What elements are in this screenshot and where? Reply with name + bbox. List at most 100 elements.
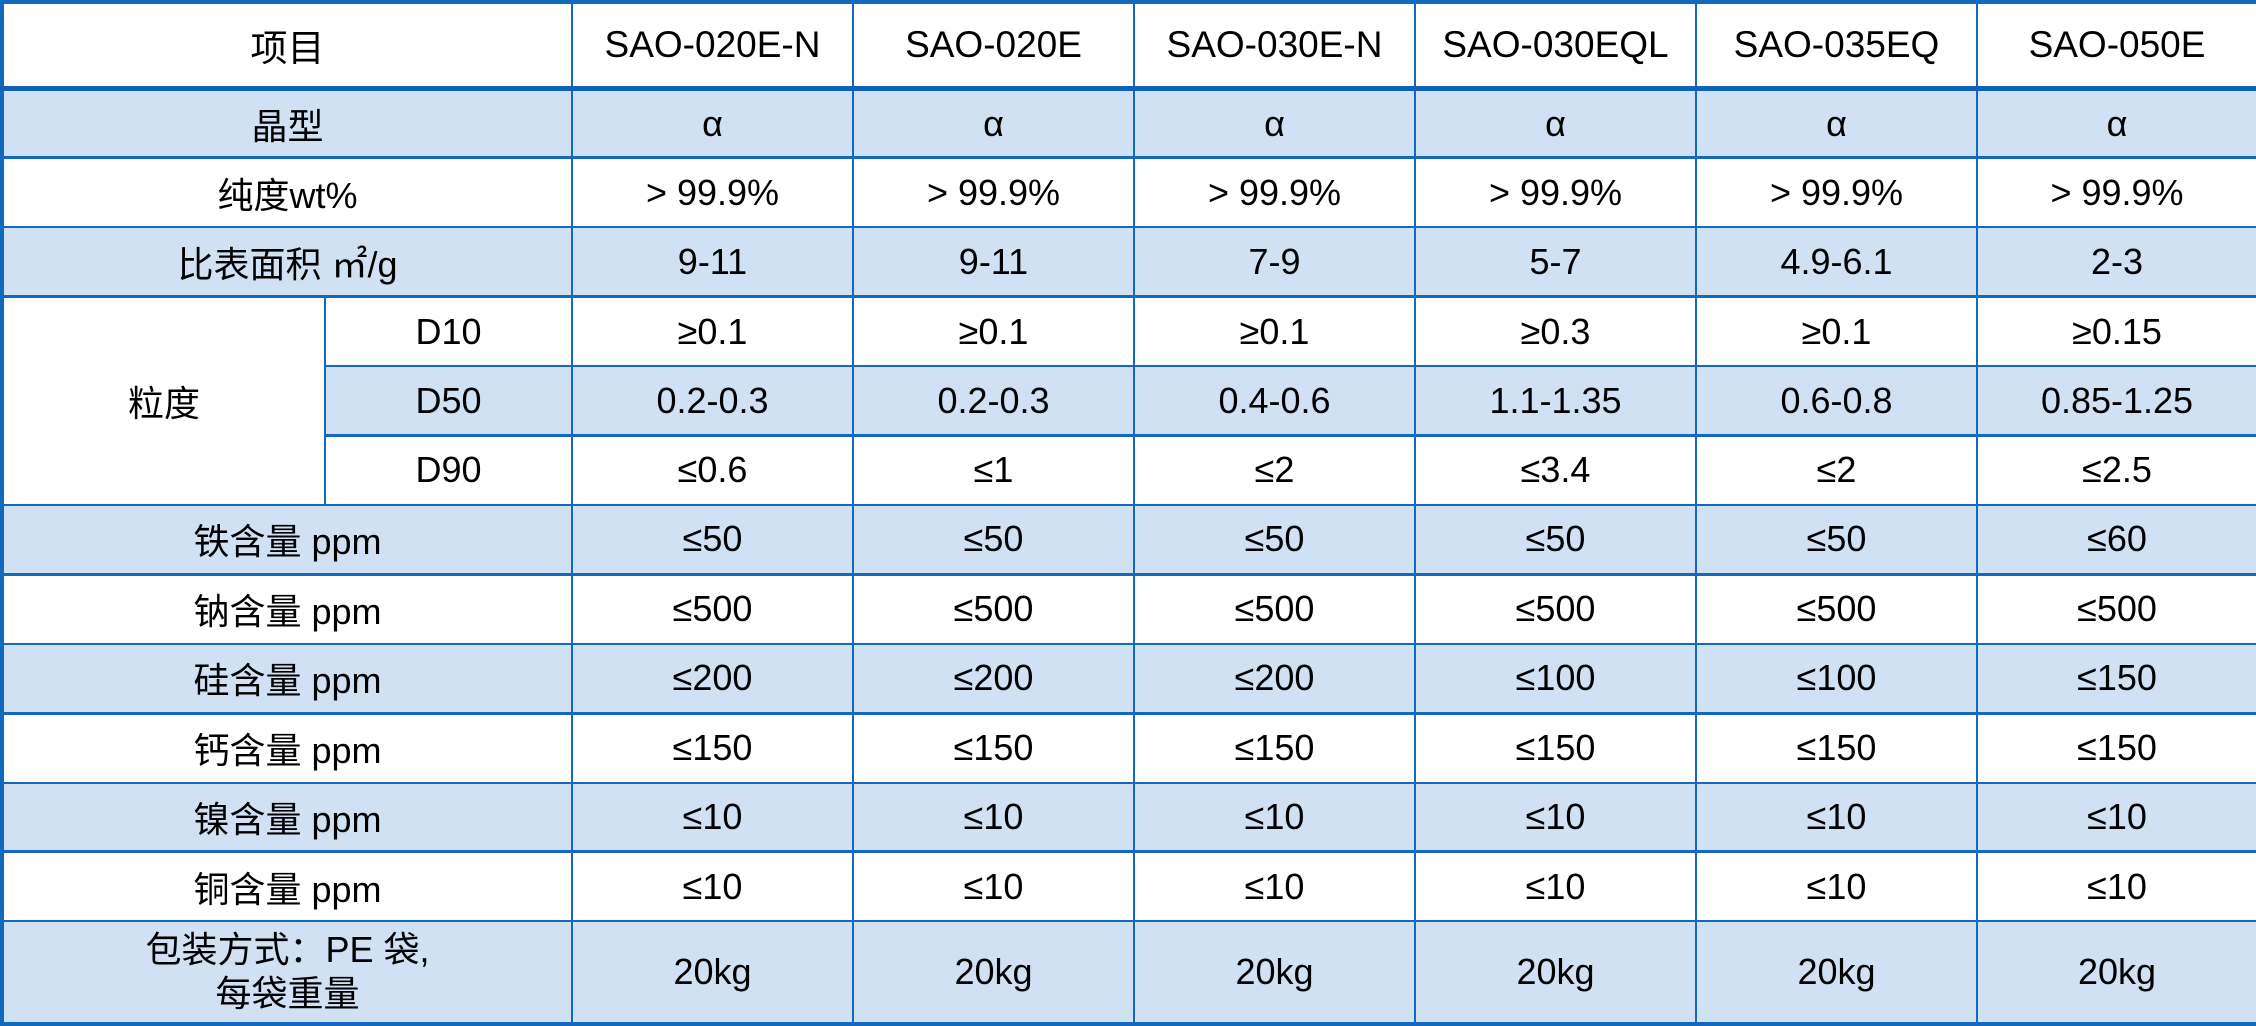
table-header-row: 项目 SAO-020E-N SAO-020E SAO-030E-N SAO-03…	[1, 1, 2256, 91]
value-cell: ≥0.1	[1695, 295, 1978, 368]
packaging-label-line2: 每袋重量	[215, 973, 360, 1015]
table-row-crystal-type: 晶型 α α α α α α	[1, 87, 2256, 160]
value-cell: ≤150	[1414, 712, 1697, 784]
value-cell: ≤1	[852, 434, 1135, 506]
value-cell: 1.1-1.35	[1414, 365, 1697, 438]
value-cell: α	[1695, 87, 1978, 160]
value-cell: ≤10	[1414, 781, 1697, 854]
value-cell: 9-11	[852, 226, 1135, 299]
row-label-cell: 镍含量 ppm	[1, 781, 573, 854]
value-cell: ≤50	[571, 503, 854, 576]
value-cell: ≤500	[1695, 573, 1978, 645]
value-cell: 4.9-6.1	[1695, 226, 1978, 299]
value-cell: ≤10	[1414, 850, 1697, 923]
value-cell: ≤150	[852, 712, 1135, 784]
packaging-label-cell: 包装方式：PE 袋, 每袋重量	[1, 920, 573, 1026]
value-cell: ≤500	[1976, 573, 2256, 645]
value-cell: ≤500	[571, 573, 854, 645]
value-cell: ≤50	[852, 503, 1135, 576]
table-row-particle-d90: D90 ≤0.6 ≤1 ≤2 ≤3.4 ≤2 ≤2.5	[2, 434, 2256, 506]
value-cell: 9-11	[571, 226, 854, 299]
value-cell: ≥0.1	[852, 295, 1135, 368]
value-cell: ≤100	[1695, 642, 1978, 715]
value-cell: ≥0.3	[1414, 295, 1697, 368]
value-cell: > 99.9%	[1695, 156, 1978, 229]
value-cell: ≤50	[1695, 503, 1978, 576]
value-cell: α	[1976, 87, 2256, 160]
product-header-cell: SAO-050E	[1976, 1, 2256, 91]
value-cell: > 99.9%	[1133, 156, 1416, 229]
value-cell: ≤10	[852, 850, 1135, 923]
value-cell: ≤0.6	[571, 434, 854, 506]
sub-row-label-cell: D50	[324, 365, 573, 438]
product-header-cell: SAO-035EQ	[1695, 1, 1978, 91]
value-cell: ≤150	[1695, 712, 1978, 784]
table-row-particle-d10: 粒度 D10 ≥0.1 ≥0.1 ≥0.1 ≥0.3 ≥0.1 ≥0.15	[1, 295, 2256, 506]
value-cell: 20kg	[571, 920, 854, 1026]
particle-size-group-cell: 粒度	[1, 295, 326, 506]
table-row-particle-d50: D50 0.2-0.3 0.2-0.3 0.4-0.6 1.1-1.35 0.6…	[2, 365, 2256, 438]
row-label-cell: 钠含量 ppm	[1, 573, 573, 645]
value-cell: ≤150	[1133, 712, 1416, 784]
value-cell: > 99.9%	[571, 156, 854, 229]
value-cell: 7-9	[1133, 226, 1416, 299]
row-label-cell: 纯度wt%	[1, 156, 573, 229]
row-label-cell: 比表面积 ㎡/g	[1, 226, 573, 299]
value-cell: ≤50	[1414, 503, 1697, 576]
table-row-calcium-content: 钙含量 ppm ≤150 ≤150 ≤150 ≤150 ≤150 ≤150	[1, 712, 2256, 784]
value-cell: ≤200	[571, 642, 854, 715]
value-cell: α	[852, 87, 1135, 160]
row-label-cell: 铁含量 ppm	[1, 503, 573, 576]
value-cell: ≤2	[1695, 434, 1978, 506]
table-row-packaging: 包装方式：PE 袋, 每袋重量 20kg 20kg 20kg 20kg 20kg…	[1, 920, 2256, 1026]
value-cell: > 99.9%	[852, 156, 1135, 229]
value-cell: ≤10	[1133, 850, 1416, 923]
value-cell: ≤10	[571, 781, 854, 854]
value-cell: 0.2-0.3	[571, 365, 854, 438]
row-label-cell: 铜含量 ppm	[1, 850, 573, 923]
value-cell: ≤500	[1133, 573, 1416, 645]
sub-row-label-cell: D10	[324, 295, 573, 368]
value-cell: 20kg	[852, 920, 1135, 1026]
row-label-cell: 晶型	[1, 87, 573, 160]
value-cell: 20kg	[1976, 920, 2256, 1026]
value-cell: 0.4-0.6	[1133, 365, 1416, 438]
value-cell: ≤10	[1133, 781, 1416, 854]
table-row-sodium-content: 钠含量 ppm ≤500 ≤500 ≤500 ≤500 ≤500 ≤500	[1, 573, 2256, 645]
product-header-cell: SAO-020E-N	[571, 1, 854, 91]
value-cell: ≤3.4	[1414, 434, 1697, 506]
sub-row-label-cell: D90	[324, 434, 573, 506]
product-header-cell: SAO-020E	[852, 1, 1135, 91]
value-cell: α	[1133, 87, 1416, 160]
value-cell: ≤500	[1414, 573, 1697, 645]
table-row-nickel-content: 镍含量 ppm ≤10 ≤10 ≤10 ≤10 ≤10 ≤10	[1, 781, 2256, 854]
table-row-iron-content: 铁含量 ppm ≤50 ≤50 ≤50 ≤50 ≤50 ≤60	[1, 503, 2256, 576]
table-row-purity: 纯度wt% > 99.9% > 99.9% > 99.9% > 99.9% > …	[1, 156, 2256, 229]
row-label-cell: 钙含量 ppm	[1, 712, 573, 784]
table-row-copper-content: 铜含量 ppm ≤10 ≤10 ≤10 ≤10 ≤10 ≤10	[1, 850, 2256, 923]
value-cell: ≥0.15	[1976, 295, 2256, 368]
value-cell: ≤100	[1414, 642, 1697, 715]
value-cell: ≤10	[1695, 850, 1978, 923]
value-cell: > 99.9%	[1976, 156, 2256, 229]
value-cell: α	[571, 87, 854, 160]
product-header-cell: SAO-030EQL	[1414, 1, 1697, 91]
corner-header-cell: 项目	[1, 1, 573, 91]
value-cell: 2-3	[1976, 226, 2256, 299]
value-cell: 0.2-0.3	[852, 365, 1135, 438]
value-cell: > 99.9%	[1414, 156, 1697, 229]
value-cell: 0.85-1.25	[1976, 365, 2256, 438]
value-cell: ≤150	[1976, 712, 2256, 784]
value-cell: ≤2	[1133, 434, 1416, 506]
value-cell: ≤10	[1695, 781, 1978, 854]
packaging-label-line1: 包装方式：PE 袋,	[145, 929, 430, 971]
table-row-surface-area: 比表面积 ㎡/g 9-11 9-11 7-9 5-7 4.9-6.1 2-3	[1, 226, 2256, 299]
value-cell: 0.6-0.8	[1695, 365, 1978, 438]
value-cell: ≤150	[571, 712, 854, 784]
value-cell: ≤500	[852, 573, 1135, 645]
value-cell: ≤2.5	[1976, 434, 2256, 506]
value-cell: 20kg	[1133, 920, 1416, 1026]
row-label-cell: 硅含量 ppm	[1, 642, 573, 715]
value-cell: ≤50	[1133, 503, 1416, 576]
